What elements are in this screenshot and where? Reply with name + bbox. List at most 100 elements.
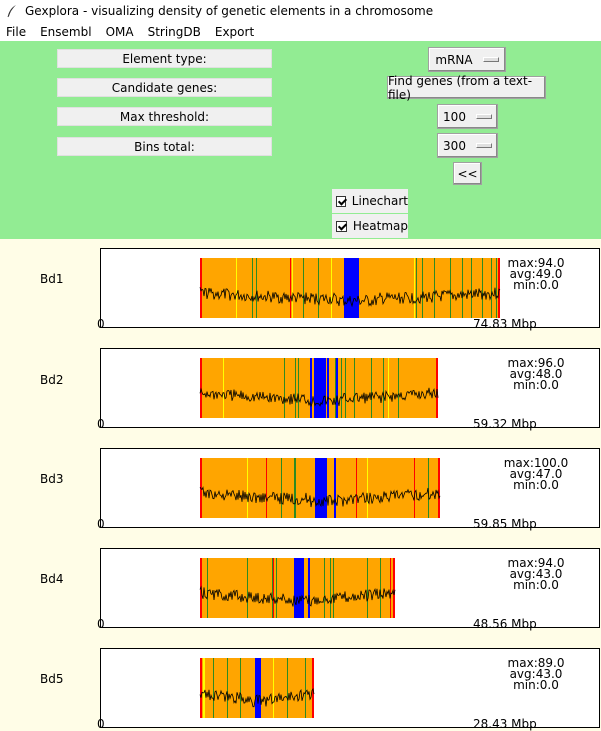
chromosome-panel[interactable]: max:94.0 avg:43.0 min:0.0 [100, 548, 600, 628]
heatmap-stripe [292, 258, 293, 318]
heatmap-stripe [491, 258, 492, 318]
heatmap-stripe [236, 258, 237, 318]
density-linechart [199, 486, 441, 508]
heatmap-stripe [266, 458, 267, 518]
collapse-button[interactable]: << [453, 162, 482, 185]
heatmap-stripe [498, 258, 500, 318]
heatmap-stripe [284, 358, 285, 418]
heatmap-stripe [273, 558, 274, 618]
heatmap-stripe [223, 358, 224, 418]
heatmap-stripe [371, 358, 372, 418]
heatmap-label: Heatmap [352, 219, 408, 233]
heatmap-stripe [344, 258, 359, 318]
heatmap-stripe [295, 458, 296, 518]
axis-start-label: 0 [97, 717, 105, 731]
chromosome-panel[interactable]: max:100.0 avg:47.0 min:0.0 [100, 448, 600, 528]
heatmap-stripe [312, 658, 314, 718]
density-linechart [199, 585, 396, 607]
heatmap-stripe [450, 258, 451, 318]
heatmap-stripe [398, 358, 399, 418]
density-linechart [199, 287, 501, 308]
bins-total-label: Bins total: [57, 137, 272, 156]
heatmap-stripe [414, 458, 415, 518]
heatmap-checkbox[interactable]: Heatmap [332, 214, 408, 238]
heatmap-stripe [482, 258, 483, 318]
heatmap-stripe [318, 258, 319, 318]
stat-min: min:0.0 [513, 278, 559, 292]
heatmap-stripe [200, 258, 202, 318]
menu-file[interactable]: File [6, 24, 27, 39]
chromosome-panel[interactable]: max:96.0 avg:48.0 min:0.0 [100, 348, 600, 428]
heatmap-stripe [327, 358, 329, 418]
option-menu-indicator-icon [482, 57, 499, 62]
menu-ensembl[interactable]: Ensembl [40, 24, 92, 39]
density-plot [199, 658, 315, 718]
window-title: Gexplora - visualizing density of geneti… [25, 4, 434, 18]
option-menu-indicator-icon [475, 114, 492, 119]
heatmap-stripe [247, 558, 248, 618]
checkbox-checked-icon [336, 195, 346, 207]
linechart-label: Linechart [351, 194, 408, 208]
heatmap-stripe [308, 558, 310, 618]
max-threshold-select[interactable]: 100 [437, 104, 498, 129]
menu-export[interactable]: Export [214, 24, 255, 39]
heatmap-stripe [330, 558, 331, 618]
density-plot [199, 558, 396, 618]
bins-total-value: 300 [443, 138, 466, 153]
heatmap-stripe [305, 658, 306, 718]
heatmap-stripe [428, 458, 429, 518]
heatmap-stripe [315, 458, 327, 518]
max-threshold-label: Max threshold: [57, 107, 272, 126]
heatmap-stripe [416, 258, 417, 318]
axis-end-label: 59.85 Mbp [473, 517, 537, 531]
linechart-checkbox[interactable]: Linechart [332, 189, 408, 213]
title-bar: Gexplora - visualizing density of geneti… [0, 0, 601, 22]
stats-block: max:94.0 avg:43.0 min:0.0 [501, 557, 571, 592]
density-plot [199, 358, 439, 418]
heatmap-stripe [367, 558, 368, 618]
heatmap-stripe [341, 358, 342, 418]
heatmap-stripe [393, 558, 395, 618]
heatmap-stripe [436, 358, 438, 418]
heatmap-stripe [496, 258, 497, 318]
heatmap-stripe [438, 458, 440, 518]
element-type-value: mRNA [435, 52, 473, 67]
stat-max: max:89.0 [507, 656, 565, 670]
heatmap-stripe [345, 358, 346, 418]
max-threshold-value: 100 [443, 109, 466, 124]
heatmap-stripe [276, 558, 277, 618]
stat-min: min:0.0 [513, 678, 559, 692]
menu-stringdb[interactable]: StringDB [147, 24, 201, 39]
stats-block: max:100.0 avg:47.0 min:0.0 [501, 456, 571, 491]
bins-total-select[interactable]: 300 [437, 133, 498, 158]
stat-max: max:100.0 [503, 456, 569, 470]
heatmap-stripe [281, 458, 282, 518]
stat-min: min:0.0 [513, 578, 559, 592]
heatmap-stripe [294, 458, 295, 518]
chromosome-panel[interactable]: max:94.0 avg:49.0 min:0.0 [100, 248, 600, 328]
heatmap-stripe [383, 358, 384, 418]
heatmap-stripe [471, 258, 472, 318]
chromosome-panel[interactable]: max:89.0 avg:43.0 min:0.0 [100, 648, 600, 728]
heatmap-stripe [310, 358, 312, 418]
axis-start-label: 0 [97, 617, 105, 631]
stat-avg: avg:49.0 [509, 267, 563, 281]
heatmap-stripe [388, 358, 389, 418]
stats-block: max:94.0 avg:49.0 min:0.0 [501, 257, 571, 292]
heatmap-stripe [380, 558, 381, 618]
heatmap-stripe [203, 658, 204, 718]
find-genes-button[interactable]: Find genes (from a text-file) [387, 74, 546, 102]
chromosome-label: Bd4 [40, 572, 64, 586]
chromosome-label: Bd2 [40, 373, 64, 387]
stat-max: max:96.0 [507, 356, 565, 370]
heatmap-stripe [227, 658, 228, 718]
stat-avg: avg:43.0 [509, 567, 563, 581]
menu-bar: File Ensembl OMA StringDB Export [0, 22, 601, 41]
heatmap-stripe [336, 358, 338, 418]
heatmap-stripe [295, 358, 296, 418]
menu-oma[interactable]: OMA [105, 24, 134, 39]
heatmap-stripe [324, 558, 325, 618]
heatmap-stripe [290, 258, 291, 318]
element-type-select[interactable]: mRNA [428, 47, 506, 72]
heatmap-stripe [422, 258, 423, 318]
